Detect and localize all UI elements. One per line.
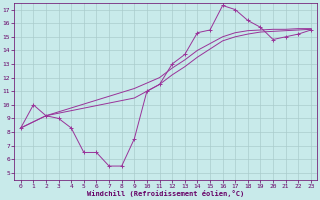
X-axis label: Windchill (Refroidissement éolien,°C): Windchill (Refroidissement éolien,°C) <box>87 190 244 197</box>
